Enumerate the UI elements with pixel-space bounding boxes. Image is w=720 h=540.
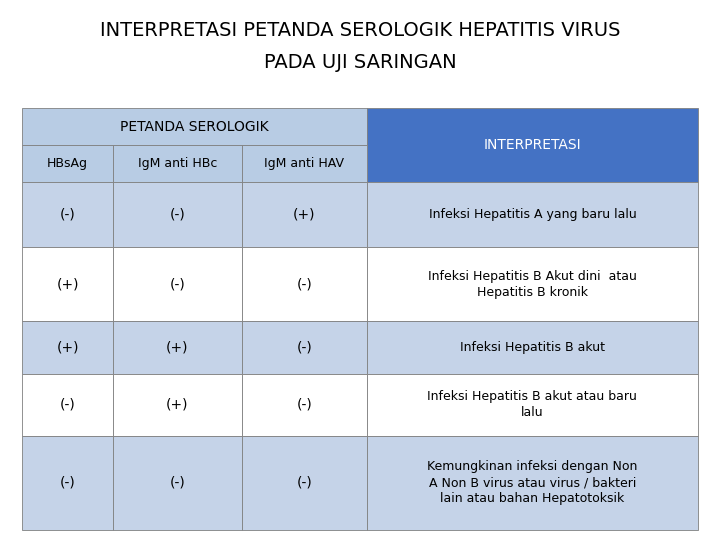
Bar [22, 183, 113, 247]
Bar [22, 108, 366, 145]
Text: (+): (+) [293, 208, 315, 222]
Bar [113, 247, 242, 321]
Text: Infeksi Hepatitis B akut: Infeksi Hepatitis B akut [460, 341, 605, 354]
Bar [22, 247, 113, 321]
Text: (+): (+) [166, 397, 189, 411]
Text: Infeksi Hepatitis B Akut dini  atau
Hepatitis B kronik: Infeksi Hepatitis B Akut dini atau Hepat… [428, 270, 636, 299]
Text: HBsAg: HBsAg [47, 157, 88, 170]
Bar [242, 183, 366, 247]
Text: (+): (+) [56, 277, 79, 291]
Text: (+): (+) [166, 341, 189, 355]
Bar [366, 108, 698, 183]
Bar [242, 145, 366, 183]
Text: (-): (-) [60, 397, 76, 411]
Bar [22, 436, 113, 530]
Bar [22, 321, 113, 374]
Text: PETANDA SEROLOGIK: PETANDA SEROLOGIK [120, 120, 269, 133]
Text: (-): (-) [297, 341, 312, 355]
Text: (-): (-) [170, 476, 185, 490]
Bar [366, 374, 698, 436]
Bar [113, 321, 242, 374]
Bar [113, 183, 242, 247]
Bar [366, 436, 698, 530]
Text: (-): (-) [170, 208, 185, 222]
Text: (-): (-) [60, 476, 76, 490]
Text: (-): (-) [297, 476, 312, 490]
Bar [242, 436, 366, 530]
Bar [113, 374, 242, 436]
Bar [113, 145, 242, 183]
Text: Infeksi Hepatitis B akut atau baru
lalu: Infeksi Hepatitis B akut atau baru lalu [428, 390, 637, 419]
Bar [366, 321, 698, 374]
Text: INTERPRETASI: INTERPRETASI [484, 138, 581, 152]
Text: (-): (-) [170, 277, 185, 291]
Bar [22, 145, 113, 183]
Bar [242, 247, 366, 321]
Text: (-): (-) [297, 397, 312, 411]
Bar [366, 247, 698, 321]
Bar [242, 374, 366, 436]
Text: (+): (+) [56, 341, 79, 355]
Bar [242, 321, 366, 374]
Text: IgM anti HAV: IgM anti HAV [264, 157, 344, 170]
Text: Infeksi Hepatitis A yang baru lalu: Infeksi Hepatitis A yang baru lalu [428, 208, 636, 221]
Text: (-): (-) [297, 277, 312, 291]
Text: PADA UJI SARINGAN: PADA UJI SARINGAN [264, 52, 456, 71]
Text: INTERPRETASI PETANDA SEROLOGIK HEPATITIS VIRUS: INTERPRETASI PETANDA SEROLOGIK HEPATITIS… [100, 21, 620, 39]
Bar [22, 374, 113, 436]
Text: (-): (-) [60, 208, 76, 222]
Bar [366, 183, 698, 247]
Text: IgM anti HBc: IgM anti HBc [138, 157, 217, 170]
Text: Kemungkinan infeksi dengan Non
A Non B virus atau virus / bakteri
lain atau baha: Kemungkinan infeksi dengan Non A Non B v… [427, 460, 638, 505]
Bar [113, 436, 242, 530]
